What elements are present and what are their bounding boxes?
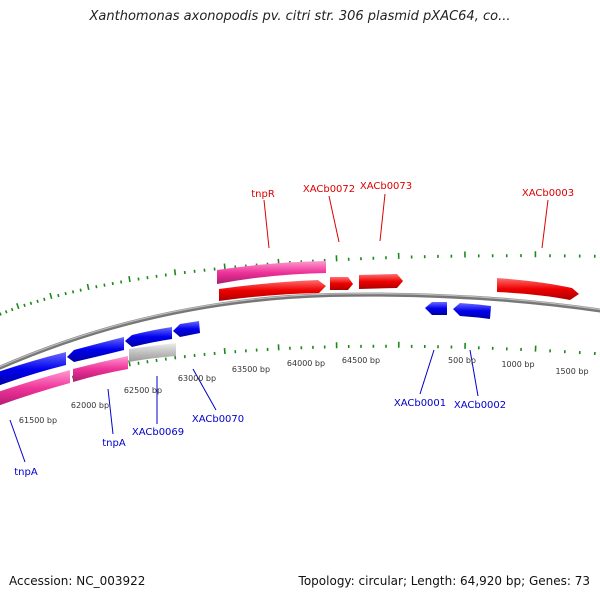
tick-mark <box>71 290 75 294</box>
tick-mark <box>111 281 114 286</box>
gene-label-XACb0072[interactable]: XACb0072 <box>303 184 355 195</box>
tick-mark <box>86 283 90 291</box>
tnpR-pseudo-feature[interactable] <box>217 261 326 284</box>
map-title: Xanthomonas axonopodis pv. citri str. 30… <box>89 9 511 24</box>
tick-mark <box>0 312 2 316</box>
gene-label-XACb0003[interactable]: XACb0003 <box>522 188 574 199</box>
tick-mark <box>16 302 20 310</box>
tick-mark <box>223 347 226 355</box>
XACb0073-gene-arrow[interactable] <box>359 274 403 289</box>
tick-label-500: 500 bp <box>448 356 476 365</box>
tick-mark <box>173 269 177 276</box>
tick-label-64500: 64500 bp <box>342 356 380 365</box>
forward-labels: tnpR XACb0072 XACb0073 XACb0003 <box>251 181 574 200</box>
tick-mark <box>79 288 82 292</box>
tick-label-63500: 63500 bp <box>232 365 270 374</box>
tick-mark <box>64 292 67 296</box>
tick-mark <box>103 283 106 287</box>
tick-label-1500: 1500 bp <box>555 367 588 376</box>
gene-label-tnpR[interactable]: tnpR <box>251 189 275 200</box>
tick-mark <box>10 307 14 312</box>
tick-label-63000: 63000 bp <box>178 374 216 383</box>
XACb0072-gene-arrow[interactable] <box>330 277 353 290</box>
tick-mark <box>23 303 26 308</box>
topology-summary-text: Topology: circular; Length: 64,920 bp; G… <box>298 574 590 588</box>
XACb0069-misc-feature[interactable] <box>129 343 176 362</box>
tick-mark <box>120 280 123 284</box>
tick-mark <box>95 285 98 289</box>
gene-label-XACb0002[interactable]: XACb0002 <box>454 400 506 411</box>
tick-mark <box>128 275 131 283</box>
tick-mark <box>223 263 226 270</box>
reverse-labels: tnpA tnpA XACb0069 XACb0070 XACb0001 XAC… <box>14 398 506 478</box>
tnpA-gene-arrow-1[interactable] <box>0 352 66 387</box>
tick-mark <box>4 310 8 314</box>
gene-label-XACb0069[interactable]: XACb0069 <box>132 427 184 438</box>
gene-label-tnpA-1[interactable]: tnpA <box>14 467 38 478</box>
tick-label-62000: 62000 bp <box>71 401 109 410</box>
gene-label-tnpA-2[interactable]: tnpA <box>102 438 126 449</box>
gene-label-XACb0001[interactable]: XACb0001 <box>394 398 446 409</box>
tnpA-pseudo-feature-2[interactable] <box>73 356 128 382</box>
backbone-ring-highlight <box>0 293 600 368</box>
XACb0002-gene-arrow[interactable] <box>453 303 491 319</box>
tnpA-gene-arrow-2[interactable] <box>67 337 124 362</box>
forward-features <box>217 261 579 301</box>
gene-label-XACb0070[interactable]: XACb0070 <box>192 414 244 425</box>
tick-label-64000: 64000 bp <box>287 359 325 368</box>
tick-label-1000: 1000 bp <box>501 360 534 369</box>
XACb0001-gene-arrow[interactable] <box>425 302 447 315</box>
forward-label-leaders <box>263 193 549 249</box>
accession-text: Accession: NC_003922 <box>9 574 146 588</box>
tick-mark <box>49 292 53 300</box>
XACb0070-gene-arrow[interactable] <box>173 321 200 337</box>
tick-mark <box>36 299 39 303</box>
tick-label-61500: 61500 bp <box>19 416 57 425</box>
backbone-ring <box>0 292 600 370</box>
XACb0003-gene-arrow[interactable] <box>497 278 579 300</box>
XACb0069-gene-arrow[interactable] <box>125 327 172 347</box>
tick-mark <box>29 301 33 305</box>
reverse-features <box>0 302 491 407</box>
tick-mark <box>43 297 46 301</box>
gene-label-XACb0073[interactable]: XACb0073 <box>360 181 412 192</box>
tnpR-gene-arrow[interactable] <box>219 280 326 301</box>
reverse-label-leaders <box>9 349 479 463</box>
tick-label-62500: 62500 bp <box>124 386 162 395</box>
position-labels: 61500 bp 62000 bp 62500 bp 63000 bp 6350… <box>19 356 589 425</box>
tick-mark <box>57 293 60 298</box>
tnpA-pseudo-feature-1[interactable] <box>0 370 70 407</box>
